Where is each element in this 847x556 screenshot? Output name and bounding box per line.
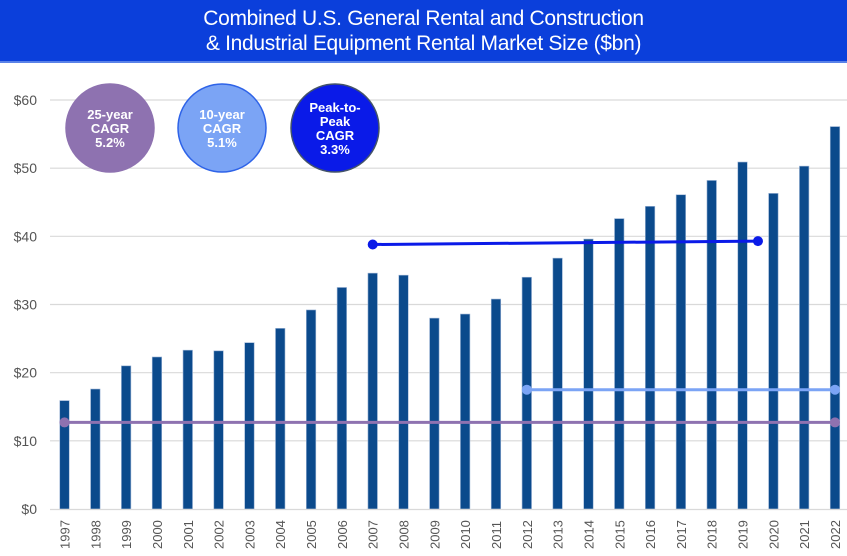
cagr-badge-label: Peak-to- (309, 100, 360, 115)
bars (59, 126, 841, 510)
x-tick-label: 2021 (797, 520, 812, 549)
bar (614, 218, 625, 510)
bar (583, 238, 594, 510)
bar (213, 350, 224, 510)
chart-title-line-1: Combined U.S. General Rental and Constru… (203, 6, 644, 30)
cagr-badge-circle (65, 83, 155, 173)
x-tick-label: 1997 (58, 520, 73, 549)
bar (59, 400, 70, 510)
x-tick-label: 2001 (181, 520, 196, 549)
x-axis-ticks: 1997 1998 1999 2000 2001 2002 2003 2004 2005 2006… (58, 520, 844, 549)
chart-title-banner: Combined U.S. General Rental and Constru… (0, 0, 847, 63)
cagr-badge-circle (177, 83, 267, 173)
bar (151, 356, 163, 510)
cagr-badges: 25-yearCAGR5.2%10-yearCAGR5.1%Peak-to-Pe… (65, 83, 380, 173)
cagr-badge-label: CAGR (316, 128, 355, 143)
bar (799, 165, 810, 510)
cagr-line-end-marker (830, 417, 840, 428)
y-tick-label: $0 (21, 501, 37, 517)
x-tick-label: 2012 (520, 520, 535, 549)
bar (706, 180, 717, 510)
y-axis-ticks: $0 $10 $20 $30 $40 $50 $60 (14, 92, 38, 517)
y-tick-label: $30 (14, 297, 38, 313)
bar (121, 365, 132, 510)
bar (336, 287, 347, 510)
cagr-line-start-marker (59, 417, 70, 428)
bar (306, 309, 317, 510)
x-tick-label: 2003 (242, 520, 257, 549)
x-tick-label: 2004 (273, 520, 288, 549)
cagr-badge-label: 25-year (87, 107, 133, 122)
bar (398, 274, 409, 510)
bar (737, 161, 748, 510)
cagr-badge-label: 5.1% (207, 135, 237, 150)
bar (367, 272, 378, 510)
cagr-line-end-marker (830, 384, 840, 395)
x-tick-label: 2008 (397, 520, 412, 549)
cagr-lines (59, 236, 840, 428)
x-tick-label: 2017 (674, 520, 689, 549)
x-tick-label: 2019 (736, 520, 751, 549)
y-tick-label: $50 (14, 160, 38, 176)
bar (645, 206, 656, 510)
bar (429, 317, 440, 510)
cagr-line-start-marker (521, 384, 532, 395)
x-tick-label: 2010 (458, 520, 473, 549)
chart-title-line-2: & Industrial Equipment Rental Market Siz… (205, 31, 642, 55)
cagr-line-start-marker (367, 239, 378, 250)
cagr-line (372, 239, 758, 247)
x-tick-label: 2011 (489, 521, 504, 549)
bar (182, 349, 193, 510)
cagr-badge-label: 5.2% (95, 135, 125, 150)
x-tick-label: 2020 (766, 520, 781, 549)
x-tick-label: 2016 (643, 520, 658, 549)
x-tick-label: 1998 (88, 520, 103, 549)
x-tick-label: 2002 (212, 520, 227, 549)
y-tick-label: $10 (14, 433, 38, 449)
y-tick-label: $20 (14, 365, 38, 381)
bar (460, 313, 471, 510)
bar (490, 298, 502, 510)
cagr-badge-circle (290, 83, 380, 173)
x-tick-label: 2018 (705, 520, 720, 549)
x-tick-label: 2009 (427, 520, 442, 549)
x-tick-label: 2006 (335, 520, 350, 549)
bar (768, 193, 779, 510)
cagr-line-end-marker (752, 236, 763, 247)
y-tick-label: $40 (14, 228, 38, 244)
x-tick-label: 2015 (612, 520, 627, 549)
x-tick-label: 2000 (150, 520, 165, 549)
x-tick-label: 2007 (366, 520, 381, 549)
x-tick-label: 1999 (119, 520, 134, 549)
cagr-badge-label: 3.3% (320, 142, 350, 157)
bar (829, 126, 841, 510)
cagr-badge-label: CAGR (203, 121, 242, 136)
x-tick-label: 2014 (581, 520, 596, 549)
bar (552, 257, 563, 510)
cagr-badge-label: 10-year (199, 107, 245, 122)
bar (244, 342, 255, 510)
bar (90, 388, 101, 510)
y-tick-label: $60 (14, 92, 38, 108)
x-tick-label: 2013 (551, 520, 566, 549)
cagr-badge-label: Peak (320, 114, 351, 129)
bar (275, 328, 286, 510)
x-tick-label: 2022 (828, 520, 843, 549)
x-tick-label: 2005 (304, 520, 319, 549)
cagr-badge-label: CAGR (91, 121, 130, 136)
